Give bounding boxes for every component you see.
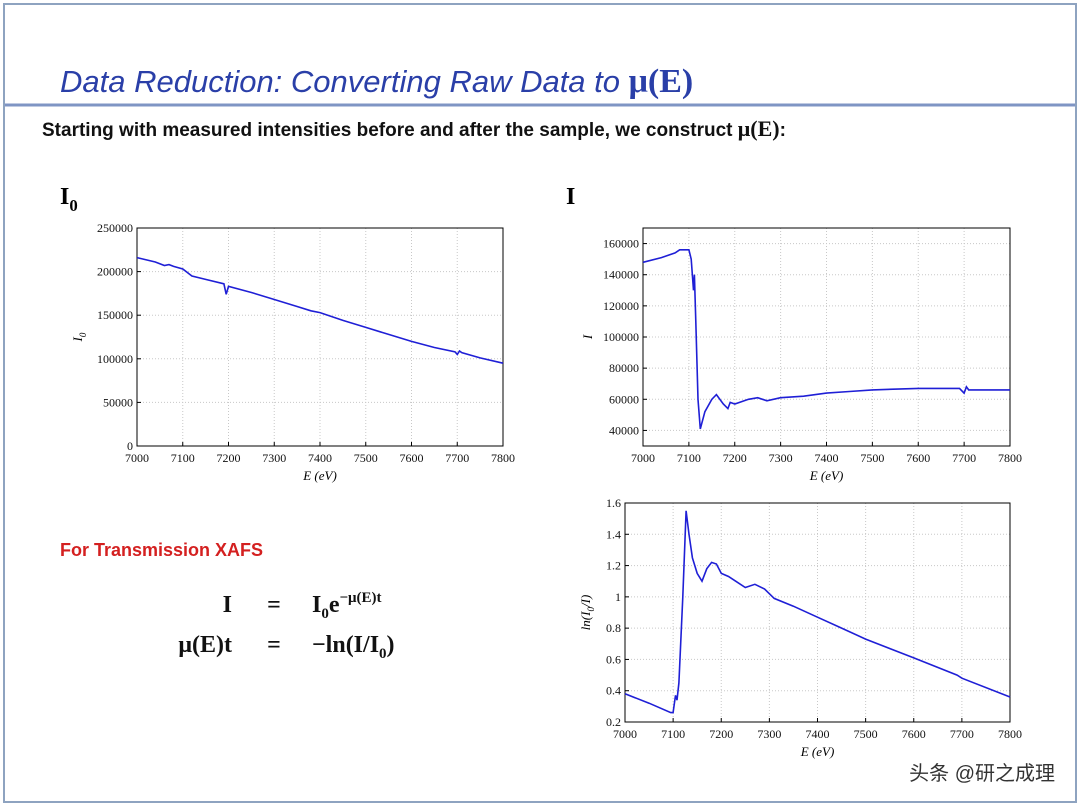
subtitle-math: μ(E) xyxy=(738,116,780,141)
formula-sup: −μ(E)t xyxy=(340,590,382,606)
subtitle-text: Starting with measured intensities befor… xyxy=(42,120,738,141)
x-axis-label: E (eV) xyxy=(800,744,835,759)
x-tick-label: 7200 xyxy=(217,451,241,465)
y-tick-label: 100000 xyxy=(97,352,133,366)
y-tick-label: 200000 xyxy=(97,265,133,279)
x-tick-label: 7300 xyxy=(769,451,793,465)
y-tick-label: 0.4 xyxy=(606,684,621,698)
y-tick-label: 140000 xyxy=(603,268,639,282)
label-part: I xyxy=(580,334,595,340)
y-tick-label: 120000 xyxy=(603,299,639,313)
panel-label: I xyxy=(566,184,575,210)
x-tick-label: 7400 xyxy=(806,727,830,741)
data-line xyxy=(642,249,1010,430)
y-tick-label: 50000 xyxy=(103,395,133,409)
label-sub: 0 xyxy=(586,607,596,612)
formula-part: e xyxy=(329,592,340,618)
y-tick-label: 1.4 xyxy=(606,527,621,541)
x-axis-label: E (eV) xyxy=(809,468,844,483)
formula-lhs: I xyxy=(223,592,232,618)
y-tick-label: 100000 xyxy=(603,330,639,344)
data-line xyxy=(136,256,504,364)
x-tick-label: 7700 xyxy=(950,727,974,741)
y-tick-label: 160000 xyxy=(603,237,639,251)
y-tick-label: 40000 xyxy=(609,423,639,437)
chart: 7000 7100 7200 7300 7400 7500 7600 7700 7800 0 500… xyxy=(60,184,515,483)
label-part: I xyxy=(566,184,575,210)
formulas: I = I0e−μ(E)t μ(E)t = −ln(I/I0) xyxy=(178,590,394,662)
x-tick-label: 7100 xyxy=(677,451,701,465)
x-tick-label: 7700 xyxy=(952,451,976,465)
label-sub: 0 xyxy=(69,196,77,215)
note: For Transmission XAFS xyxy=(60,540,263,560)
x-axis-label: E (eV) xyxy=(302,468,337,483)
x-tick-label: 7700 xyxy=(445,451,469,465)
plot-frame xyxy=(624,502,1011,723)
x-tick-label: 7800 xyxy=(491,451,515,465)
x-tick-label: 7300 xyxy=(262,451,286,465)
label-part: /I) xyxy=(578,595,593,608)
x-tick-label: 7800 xyxy=(998,451,1022,465)
chart: 7000 7100 7200 7300 7400 7500 7600 7700 7800 0.2 0… xyxy=(578,496,1022,759)
label-part: I xyxy=(60,184,69,210)
formula-part: −ln(I/I xyxy=(312,632,379,658)
y-tick-label: 1 xyxy=(615,590,621,604)
y-tick-label: 250000 xyxy=(97,221,133,235)
x-tick-label: 7400 xyxy=(815,451,839,465)
y-tick-label: 80000 xyxy=(609,361,639,375)
formula-rhs: −ln(I/I0) xyxy=(312,632,395,662)
x-tick-label: 7500 xyxy=(860,451,884,465)
formula-sub: 0 xyxy=(321,606,329,622)
x-tick-label: 7300 xyxy=(757,727,781,741)
x-tick-label: 7600 xyxy=(906,451,930,465)
data-line xyxy=(624,510,1011,714)
subtitle: Starting with measured intensities befor… xyxy=(42,116,786,141)
formula-lhs: μ(E)t xyxy=(178,632,232,658)
y-tick-label: 1.2 xyxy=(606,559,621,573)
watermark: 头条 @研之成理 xyxy=(909,762,1055,785)
x-tick-label: 7100 xyxy=(171,451,195,465)
formula-eq: = xyxy=(267,592,281,618)
y-axis-label: I xyxy=(580,334,595,340)
x-tick-label: 7600 xyxy=(400,451,424,465)
title-text: Data Reduction: Converting Raw Data to xyxy=(60,64,629,99)
y-tick-label: 0 xyxy=(127,439,133,453)
y-tick-label: 150000 xyxy=(97,308,133,322)
x-tick-label: 7200 xyxy=(723,451,747,465)
x-tick-label: 7000 xyxy=(631,451,655,465)
subtitle-end: : xyxy=(780,120,786,141)
x-tick-label: 7500 xyxy=(854,727,878,741)
x-tick-label: 7100 xyxy=(661,727,685,741)
formula-part: ) xyxy=(387,632,395,658)
y-tick-label: 0.2 xyxy=(606,715,621,729)
x-tick-label: 7200 xyxy=(709,727,733,741)
y-tick-label: 0.6 xyxy=(606,652,621,666)
y-tick-label: 0.8 xyxy=(606,621,621,635)
x-tick-label: 7000 xyxy=(125,451,149,465)
formula-eq: = xyxy=(267,632,281,658)
label-part: I xyxy=(70,336,85,342)
y-tick-label: 60000 xyxy=(609,392,639,406)
panel-label: I0 xyxy=(60,184,78,215)
slide-title: Data Reduction: Converting Raw Data to μ… xyxy=(60,63,693,100)
chart: 7000 7100 7200 7300 7400 7500 7600 7700 7800 4000… xyxy=(566,184,1022,483)
x-tick-label: 7000 xyxy=(613,727,637,741)
x-tick-label: 7800 xyxy=(998,727,1022,741)
y-axis-label: I0 xyxy=(70,332,88,342)
x-tick-label: 7600 xyxy=(902,727,926,741)
title-math: μ(E) xyxy=(629,63,694,100)
formula-rhs: I0e−μ(E)t xyxy=(312,590,382,622)
y-axis-label: ln(I0/I) xyxy=(578,595,596,631)
formula-part: I xyxy=(312,592,321,618)
formula-sub: 0 xyxy=(379,646,387,662)
label-part: ln(I xyxy=(578,611,593,630)
plot-frame xyxy=(136,227,504,447)
plot-frame xyxy=(642,227,1011,447)
y-tick-label: 1.6 xyxy=(606,496,621,510)
x-tick-label: 7500 xyxy=(354,451,378,465)
x-tick-label: 7400 xyxy=(308,451,332,465)
label-sub: 0 xyxy=(78,332,88,337)
